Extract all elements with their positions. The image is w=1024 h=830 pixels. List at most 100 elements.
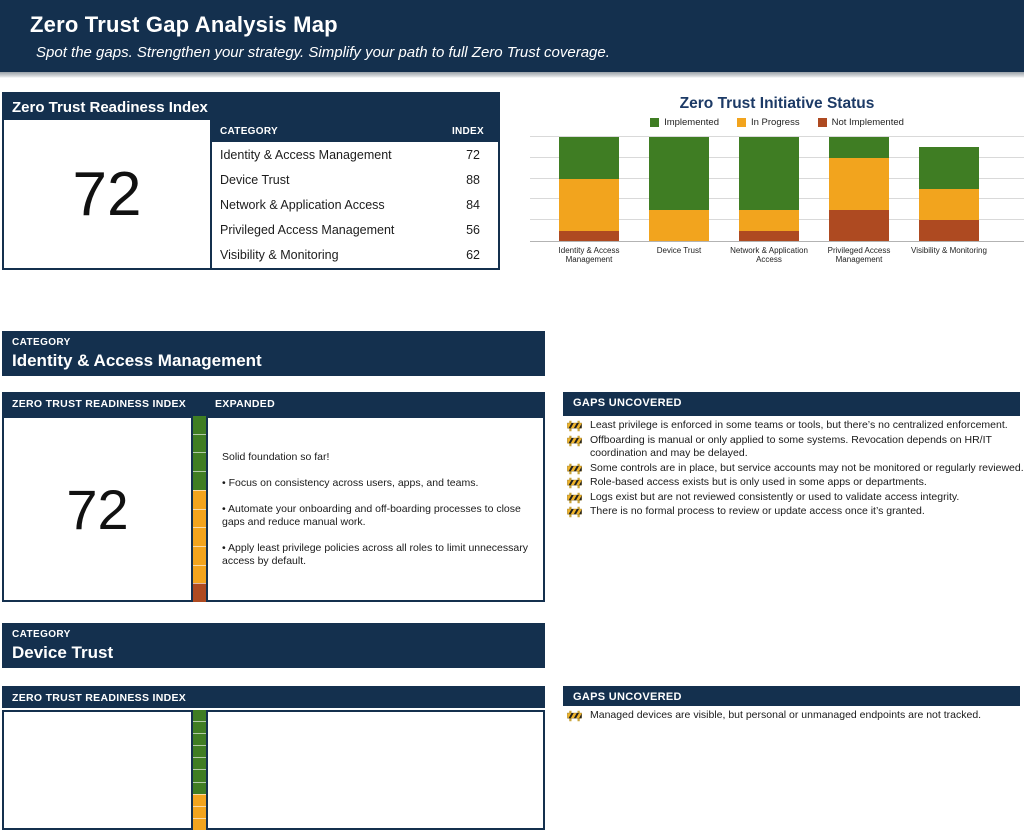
meter-unit-red: [193, 583, 206, 603]
row-index: 56: [466, 223, 480, 238]
readiness-panel-title: Zero Trust Readiness Index: [4, 94, 498, 120]
section-kicker: CATEGORY: [12, 629, 71, 640]
section-subheader: ZERO TRUST READINESS INDEX EXPANDED: [2, 392, 545, 416]
chart-plot: [530, 136, 1024, 242]
legend-swatch: [650, 118, 660, 127]
gap-item: Offboarding is manual or only applied to…: [563, 434, 1024, 461]
meter-unit-green: [193, 416, 206, 434]
x-axis-label: Visibility & Monitoring: [911, 246, 987, 255]
construction-barrier-icon: [567, 492, 582, 503]
meter-unit-green: [193, 757, 206, 770]
bar-segment: [739, 137, 799, 210]
bar-segment: [559, 137, 619, 179]
chart-legend: Implemented In Progress Not Implemented: [530, 117, 1024, 128]
meter-unit-green: [193, 781, 206, 794]
stacked-bar: [739, 137, 799, 241]
bar-segment: [649, 209, 709, 241]
construction-barrier-icon: [567, 463, 582, 474]
section-name: Identity & Access Management: [12, 351, 262, 370]
legend-swatch: [817, 118, 827, 127]
x-axis-label: Privileged Access Management: [827, 246, 891, 264]
bar-segment: [829, 209, 889, 241]
row-index: 62: [466, 248, 480, 263]
gaps-header: GAPS UNCOVERED: [563, 392, 1020, 416]
section-index-value: [2, 710, 193, 830]
advice-paragraph: • Focus on consistency across users, app…: [222, 476, 479, 489]
meter-unit-green: [193, 769, 206, 782]
bar-segment: [559, 178, 619, 231]
section-banner-device-trust: CATEGORY Device Trust: [2, 623, 545, 668]
meter-unit-green: [193, 433, 206, 453]
gaps-list: Managed devices are visible, but persona…: [563, 709, 1024, 724]
bar-segment: [739, 230, 799, 241]
bar-segment: [829, 157, 889, 210]
construction-barrier-icon: [567, 435, 582, 446]
gaps-header: GAPS UNCOVERED: [563, 686, 1020, 706]
meter-unit-orange: [193, 508, 206, 528]
stacked-bar: [829, 137, 889, 241]
section-name: Device Trust: [12, 643, 114, 662]
x-axis-label: Device Trust: [656, 246, 702, 255]
stacked-bar: [649, 137, 709, 241]
column-header-index: INDEX: [451, 125, 484, 137]
meter-unit-green: [193, 745, 206, 758]
gridline: [530, 136, 1024, 137]
legend-item: In Progress: [737, 117, 800, 128]
bar-segment: [739, 209, 799, 231]
row-category: Visibility & Monitoring: [220, 248, 339, 263]
index-column-label: ZERO TRUST READINESS INDEX: [12, 692, 187, 704]
gap-text: Some controls are in place, but service …: [590, 461, 1024, 474]
meter-unit-orange: [193, 793, 206, 806]
gap-item: Some controls are in place, but service …: [563, 462, 1024, 476]
bar-segment: [919, 189, 979, 221]
meter-unit-green: [193, 733, 206, 746]
header-shadow: [0, 72, 1024, 78]
row-index: 72: [466, 147, 480, 162]
stacked-bar: [559, 137, 619, 241]
advice-paragraph: • Apply least privilege policies across …: [222, 541, 528, 567]
table-row: Network & Application Access 84: [212, 192, 498, 218]
readiness-meter: [193, 710, 206, 830]
readiness-table: CATEGORY INDEX Identity & Access Managem…: [212, 120, 498, 269]
construction-barrier-icon: [567, 477, 582, 489]
meter-unit-orange: [193, 817, 206, 830]
legend-swatch: [737, 118, 746, 127]
row-category: Network & Application Access: [220, 198, 385, 212]
meter-unit-orange: [193, 527, 206, 546]
section-banner-identity: CATEGORY Identity & Access Management: [2, 331, 545, 376]
gap-text: Role-based access exists but is only use…: [590, 476, 927, 488]
row-index: 84: [466, 198, 480, 212]
row-index: 88: [466, 172, 480, 187]
table-row: Identity & Access Management 72: [212, 142, 498, 168]
legend-item: Not Implemented: [817, 117, 904, 128]
construction-barrier-icon: [567, 420, 582, 432]
readiness-meter: [193, 416, 206, 603]
gap-text: Least privilege is enforced in some team…: [590, 419, 1008, 431]
readiness-table-header: CATEGORY INDEX: [212, 120, 498, 142]
bar-segment: [919, 220, 979, 241]
gap-item: There is no formal process to review or …: [563, 505, 1024, 519]
legend-label: Not Implemented: [831, 117, 904, 128]
meter-unit-orange: [193, 805, 206, 818]
table-row: Visibility & Monitoring 62: [212, 242, 498, 269]
meter-unit-orange: [193, 564, 206, 584]
legend-label: In Progress: [751, 117, 800, 128]
bar-segment: [649, 137, 709, 210]
construction-barrier-icon: [567, 710, 582, 722]
meter-unit-orange: [193, 489, 206, 509]
index-column-label: ZERO TRUST READINESS INDEX: [12, 398, 187, 410]
gaps-header-label: GAPS UNCOVERED: [573, 691, 682, 703]
page-title: Zero Trust Gap Analysis Map: [30, 12, 338, 37]
expanded-advice-box: Solid foundation so far! • Focus on cons…: [206, 416, 545, 602]
section-kicker: CATEGORY: [12, 337, 71, 348]
x-axis-label: Identity & Access Management: [558, 246, 620, 264]
page-header: Zero Trust Gap Analysis Map Spot the gap…: [0, 0, 1024, 72]
table-row: Device Trust 88: [212, 167, 498, 193]
advice-paragraph: • Automate your onboarding and off-board…: [222, 502, 521, 528]
readiness-index-panel: Zero Trust Readiness Index 72 CATEGORY I…: [2, 92, 500, 270]
table-row: Privileged Access Management 56: [212, 217, 498, 243]
legend-item: Implemented: [650, 117, 719, 128]
gap-item: Role-based access exists but is only use…: [563, 476, 1024, 490]
bar-segment: [829, 137, 889, 158]
gap-item: Least privilege is enforced in some team…: [563, 419, 1024, 433]
